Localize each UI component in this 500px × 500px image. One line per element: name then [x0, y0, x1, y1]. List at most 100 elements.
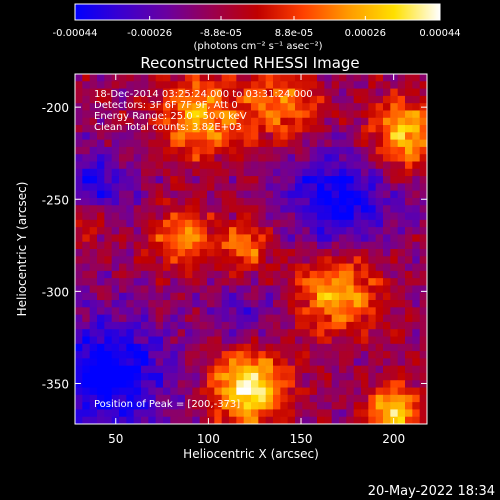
- heatmap-cell: [412, 358, 421, 367]
- heatmap-cell: [405, 394, 413, 403]
- heatmap-cell: [243, 402, 252, 410]
- heatmap-cell: [111, 285, 120, 294]
- heatmap-cell: [375, 249, 384, 257]
- heatmap-cell: [243, 161, 252, 170]
- heatmap-cell: [236, 88, 245, 97]
- heatmap-cell: [251, 321, 259, 330]
- heatmap-cell: [346, 394, 355, 403]
- heatmap-cell: [177, 394, 186, 403]
- heatmap-cell: [375, 81, 384, 89]
- heatmap-cell: [133, 249, 142, 257]
- heatmap-cell: [287, 132, 296, 141]
- heatmap-cell: [148, 212, 157, 221]
- heatmap-cell: [126, 314, 135, 323]
- heatmap-cell: [273, 270, 281, 279]
- heatmap-cell: [82, 88, 91, 97]
- heatmap-cell: [236, 146, 245, 155]
- heatmap-cell: [258, 183, 267, 192]
- heatmap-cell: [199, 402, 208, 410]
- heatmap-cell: [383, 329, 391, 337]
- heatmap-cell: [214, 387, 223, 396]
- heatmap-cell: [390, 402, 399, 410]
- heatmap-cell: [170, 321, 179, 330]
- heatmap-cell: [346, 139, 355, 148]
- heatmap-cell: [89, 336, 98, 345]
- heatmap-cell: [111, 321, 120, 330]
- heatmap-cell: [177, 146, 186, 155]
- heatmap-cell: [419, 365, 428, 374]
- heatmap-cell: [133, 329, 142, 337]
- heatmap-cell: [89, 146, 98, 155]
- heatmap-cell: [207, 132, 215, 141]
- heatmap-cell: [397, 110, 406, 119]
- heatmap-cell: [309, 249, 318, 257]
- heatmap-cell: [295, 132, 303, 141]
- heatmap-cell: [163, 307, 171, 316]
- heatmap-cell: [177, 241, 186, 250]
- heatmap-cell: [177, 197, 186, 206]
- heatmap-cell: [390, 336, 399, 345]
- heatmap-cell: [353, 205, 362, 213]
- heatmap-cell: [280, 139, 289, 148]
- heatmap-cell: [89, 74, 98, 82]
- heatmap-cell: [390, 292, 399, 301]
- heatmap-cell: [397, 263, 406, 272]
- heatmap-cell: [412, 81, 421, 89]
- heatmap-cell: [273, 139, 281, 148]
- heatmap-cell: [412, 380, 421, 388]
- heatmap-cell: [265, 234, 274, 243]
- heatmap-cell: [353, 197, 362, 206]
- heatmap-cell: [221, 190, 230, 199]
- heatmap-cell: [383, 402, 391, 410]
- heatmap-cell: [192, 103, 201, 111]
- heatmap-cell: [163, 197, 171, 206]
- heatmap-cell: [119, 125, 127, 133]
- heatmap-cell: [273, 103, 281, 111]
- heatmap-cell: [346, 270, 355, 279]
- heatmap-cell: [170, 190, 179, 199]
- heatmap-cell: [346, 402, 355, 410]
- heatmap-cell: [111, 219, 120, 228]
- heatmap-cell: [324, 154, 333, 162]
- heatmap-cell: [133, 278, 142, 286]
- heatmap-cell: [141, 117, 149, 126]
- heatmap-cell: [148, 314, 157, 323]
- heatmap-cell: [302, 74, 311, 82]
- heatmap-cell: [419, 81, 428, 89]
- heatmap-cell: [133, 146, 142, 155]
- heatmap-cell: [97, 154, 105, 162]
- heatmap-cell: [280, 132, 289, 141]
- heatmap-cell: [295, 285, 303, 294]
- heatmap-cell: [251, 270, 259, 279]
- heatmap-cell: [170, 197, 179, 206]
- heatmap-cell: [89, 168, 98, 177]
- heatmap-cell: [75, 263, 83, 272]
- heatmap-cell: [419, 219, 428, 228]
- heatmap-cell: [133, 394, 142, 403]
- heatmap-cell: [302, 278, 311, 286]
- heatmap-cell: [207, 227, 215, 235]
- heatmap-cell: [170, 81, 179, 89]
- heatmap-cell: [331, 212, 340, 221]
- heatmap-cell: [243, 176, 252, 184]
- heatmap-cell: [236, 409, 245, 418]
- heatmap-cell: [419, 125, 428, 133]
- heatmap-cell: [368, 190, 377, 199]
- heatmap-cell: [302, 270, 311, 279]
- heatmap-cell: [280, 372, 289, 381]
- heatmap-cell: [346, 380, 355, 388]
- heatmap-cell: [229, 146, 237, 155]
- heatmap-cell: [243, 197, 252, 206]
- heatmap-cell: [405, 336, 413, 345]
- heatmap-cell: [405, 219, 413, 228]
- heatmap-cell: [317, 161, 325, 170]
- heatmap-cell: [126, 205, 135, 213]
- heatmap-cell: [397, 416, 406, 425]
- heatmap-cell: [287, 241, 296, 250]
- heatmap-cell: [309, 263, 318, 272]
- heatmap-cell: [353, 132, 362, 141]
- heatmap-cell: [375, 358, 384, 367]
- heatmap-cell: [221, 372, 230, 381]
- heatmap-cell: [75, 183, 83, 192]
- heatmap-cell: [280, 380, 289, 388]
